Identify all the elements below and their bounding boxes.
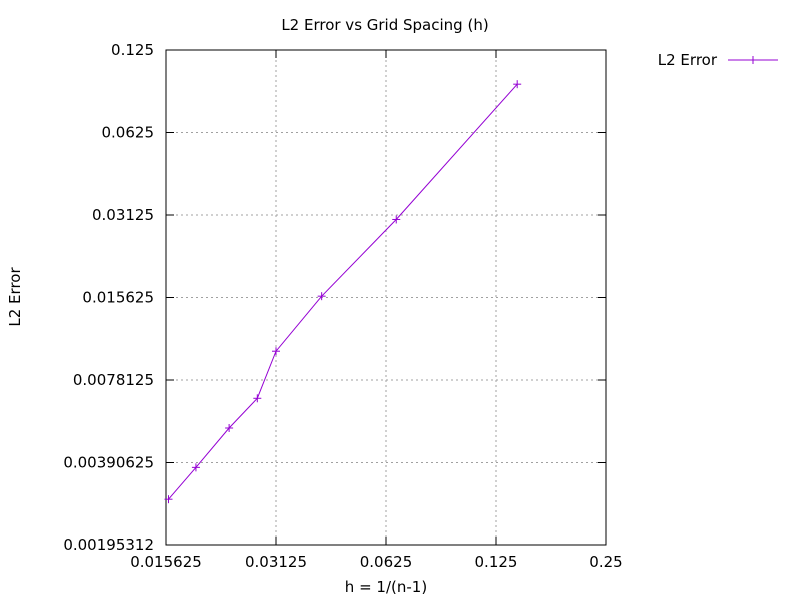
legend: L2 Error — [658, 51, 778, 69]
x-axis-label: h = 1/(n-1) — [345, 578, 427, 596]
grid-lines — [166, 50, 606, 545]
data-point — [191, 463, 200, 472]
y-tick-label: 0.015625 — [82, 289, 154, 307]
axis-ticks: 0.015625 0.03125 0.0625 0.125 0.25 0.00195312… — [63, 41, 622, 571]
data-point — [253, 394, 262, 403]
y-axis-label: L2 Error — [6, 267, 24, 327]
legend-label: L2 Error — [658, 51, 718, 69]
x-tick-label: 0.25 — [589, 553, 622, 571]
y-tick-label: 0.0625 — [102, 124, 155, 142]
x-tick-label: 0.0625 — [360, 553, 413, 571]
data-point — [513, 80, 522, 89]
y-tick-label: 0.03125 — [92, 206, 154, 224]
plot-frame — [165, 49, 607, 546]
y-tick-label: 0.0078125 — [73, 371, 154, 389]
y-tick-label: 0.125 — [111, 41, 154, 59]
x-tick-label: 0.125 — [475, 553, 518, 571]
data-point — [164, 495, 173, 504]
y-tick-label: 0.00390625 — [63, 454, 154, 472]
data-point — [317, 292, 326, 301]
x-tick-label: 0.015625 — [130, 553, 202, 571]
series-line — [168, 83, 518, 500]
data-point — [225, 423, 234, 432]
y-tick-label: 0.00195312 — [63, 536, 154, 554]
series-l2-error — [164, 80, 522, 504]
data-point — [272, 347, 280, 356]
chart-title: L2 Error vs Grid Spacing (h) — [281, 16, 488, 34]
x-tick-label: 0.03125 — [245, 553, 307, 571]
data-point — [392, 215, 401, 224]
